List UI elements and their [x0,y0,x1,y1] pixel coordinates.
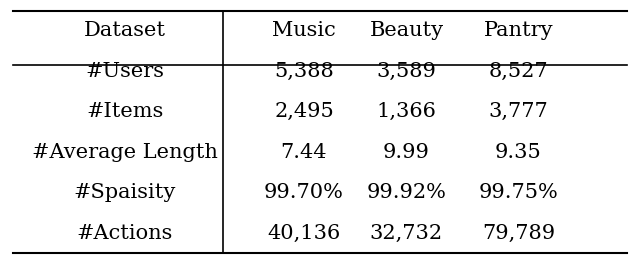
Text: Dataset: Dataset [84,21,166,40]
Text: #Spaisity: #Spaisity [74,183,176,202]
Text: 9.35: 9.35 [495,143,542,162]
Text: 79,789: 79,789 [482,224,555,243]
Text: 3,589: 3,589 [376,62,436,81]
Text: #Users: #Users [85,62,164,81]
Text: 40,136: 40,136 [268,224,340,243]
Text: Music: Music [272,21,336,40]
Text: 1,366: 1,366 [376,102,436,121]
Text: 99.92%: 99.92% [367,183,446,202]
Text: 7.44: 7.44 [281,143,327,162]
Text: 99.70%: 99.70% [264,183,344,202]
Text: 9.99: 9.99 [383,143,430,162]
Text: 32,732: 32,732 [370,224,443,243]
Text: 2,495: 2,495 [274,102,334,121]
Text: 99.75%: 99.75% [479,183,558,202]
Text: Beauty: Beauty [369,21,444,40]
Text: 8,527: 8,527 [488,62,548,81]
Text: #Average Length: #Average Length [32,143,218,162]
Text: Pantry: Pantry [484,21,553,40]
Text: #Actions: #Actions [77,224,173,243]
Text: 5,388: 5,388 [274,62,334,81]
Text: #Items: #Items [86,102,163,121]
Text: 3,777: 3,777 [488,102,548,121]
